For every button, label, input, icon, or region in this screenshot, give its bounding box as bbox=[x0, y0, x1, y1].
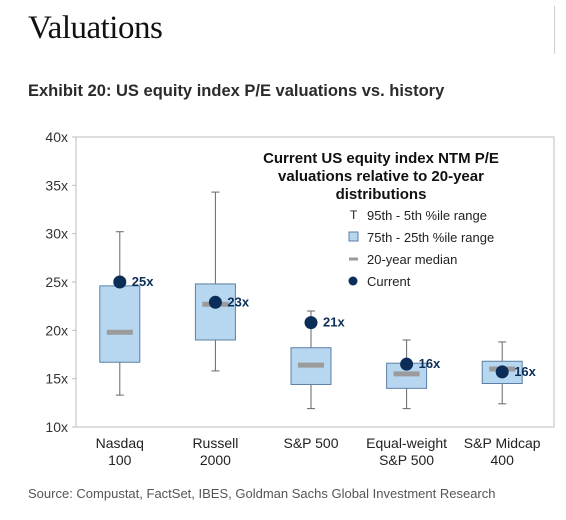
x-category-label: S&P 500 bbox=[283, 435, 338, 451]
legend-label: 75th - 25th %ile range bbox=[367, 230, 494, 245]
x-category-label: 100 bbox=[108, 452, 132, 468]
current-dot bbox=[495, 365, 509, 379]
chart-title-line: distributions bbox=[336, 186, 427, 203]
current-value-label: 21x bbox=[323, 315, 345, 330]
y-tick-label: 15x bbox=[45, 371, 68, 387]
iqr-box bbox=[99, 285, 141, 363]
y-tick-label: 10x bbox=[45, 419, 68, 435]
legend-label: 20-year median bbox=[367, 252, 457, 267]
current-value-label: 25x bbox=[132, 274, 154, 289]
y-tick-label: 30x bbox=[45, 226, 68, 242]
x-category-label: 2000 bbox=[200, 452, 231, 468]
y-tick-label: 35x bbox=[45, 177, 68, 193]
current-dot bbox=[400, 357, 414, 371]
current-value-label: 23x bbox=[227, 294, 249, 309]
y-tick-label: 20x bbox=[45, 322, 68, 338]
y-tick-label: 25x bbox=[45, 274, 68, 290]
x-category-label: S&P Midcap bbox=[464, 435, 541, 451]
current-value-label: 16x bbox=[514, 364, 536, 379]
y-tick-label: 40x bbox=[45, 129, 68, 145]
current-dot bbox=[113, 275, 127, 289]
page-title: Valuations bbox=[28, 10, 163, 46]
current-dot bbox=[304, 316, 318, 330]
legend-box-icon bbox=[348, 231, 359, 242]
chart-title-line: valuations relative to 20-year bbox=[278, 168, 484, 185]
legend-label: 95th - 5th %ile range bbox=[367, 208, 487, 223]
current-value-label: 16x bbox=[419, 356, 441, 371]
source-note: Source: Compustat, FactSet, IBES, Goldma… bbox=[28, 486, 496, 501]
x-category-label: Russell bbox=[192, 435, 238, 451]
legend-current-icon bbox=[348, 276, 358, 286]
legend-label: Current bbox=[367, 274, 411, 289]
exhibit-title: Exhibit 20: US equity index P/E valuatio… bbox=[28, 82, 445, 100]
x-category-label: Equal-weight bbox=[366, 435, 447, 451]
x-category-label: Nasdaq bbox=[96, 435, 144, 451]
current-dot bbox=[208, 295, 222, 309]
legend-whisker-icon: T bbox=[350, 208, 358, 222]
iqr-box bbox=[194, 283, 236, 341]
title-divider bbox=[554, 6, 555, 54]
chart-title-line: Current US equity index NTM P/E bbox=[263, 150, 499, 167]
x-category-label: S&P 500 bbox=[379, 452, 434, 468]
x-category-label: 400 bbox=[491, 452, 515, 468]
